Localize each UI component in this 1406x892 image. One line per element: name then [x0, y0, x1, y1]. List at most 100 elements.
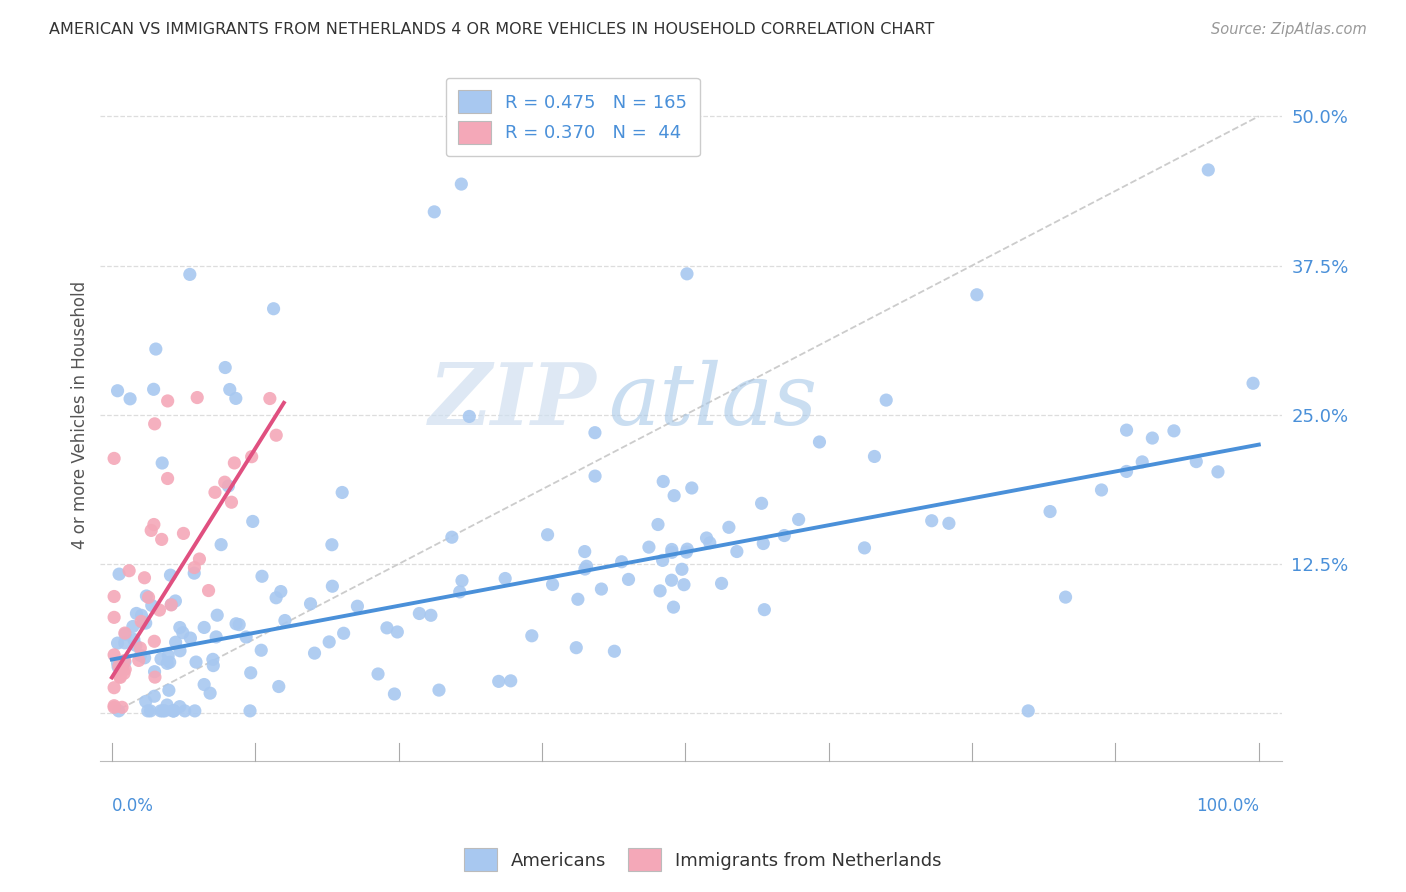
- Point: [651, 553, 673, 567]
- Point: [134, 650, 156, 665]
- Point: [321, 538, 343, 552]
- Point: [129, 615, 152, 629]
- Point: [152, 704, 174, 718]
- Point: [103, 610, 125, 624]
- Point: [103, 451, 125, 466]
- Point: [591, 582, 613, 596]
- Point: [661, 573, 683, 587]
- Point: [661, 542, 683, 557]
- Point: [143, 665, 166, 679]
- Point: [205, 608, 228, 623]
- Point: [114, 626, 136, 640]
- Point: [574, 544, 596, 558]
- Point: [1197, 162, 1219, 177]
- Point: [264, 428, 287, 442]
- Point: [264, 591, 287, 605]
- Point: [427, 683, 450, 698]
- Point: [172, 526, 194, 541]
- Point: [214, 475, 236, 490]
- Point: [135, 616, 157, 631]
- Point: [169, 621, 191, 635]
- Point: [179, 268, 201, 282]
- Point: [150, 456, 173, 470]
- Point: [165, 635, 187, 649]
- Point: [183, 560, 205, 574]
- Point: [966, 287, 988, 301]
- Point: [112, 666, 135, 681]
- Point: [125, 639, 148, 653]
- Point: [129, 641, 152, 656]
- Point: [118, 564, 141, 578]
- Point: [250, 569, 273, 583]
- Point: [184, 655, 207, 669]
- Point: [676, 267, 699, 281]
- Point: [583, 469, 606, 483]
- Point: [153, 704, 176, 718]
- Point: [499, 673, 522, 688]
- Point: [752, 536, 775, 550]
- Point: [157, 683, 180, 698]
- Point: [239, 704, 262, 718]
- Point: [228, 617, 250, 632]
- Point: [520, 629, 543, 643]
- Point: [270, 584, 292, 599]
- Point: [120, 392, 142, 406]
- Point: [1115, 423, 1137, 437]
- Point: [218, 383, 240, 397]
- Legend: Americans, Immigrants from Netherlands: Americans, Immigrants from Netherlands: [457, 841, 949, 879]
- Point: [235, 630, 257, 644]
- Point: [263, 301, 285, 316]
- Point: [143, 690, 166, 704]
- Point: [808, 435, 831, 450]
- Point: [451, 574, 474, 588]
- Point: [143, 670, 166, 684]
- Point: [156, 698, 179, 712]
- Point: [450, 177, 472, 191]
- Point: [129, 648, 152, 663]
- Point: [1054, 590, 1077, 604]
- Text: 100.0%: 100.0%: [1195, 797, 1258, 815]
- Point: [150, 652, 173, 666]
- Point: [143, 417, 166, 431]
- Point: [125, 607, 148, 621]
- Point: [107, 659, 129, 673]
- Point: [387, 624, 409, 639]
- Point: [205, 630, 228, 644]
- Point: [142, 517, 165, 532]
- Point: [321, 579, 343, 593]
- Point: [173, 704, 195, 718]
- Point: [662, 600, 685, 615]
- Point: [156, 471, 179, 485]
- Point: [699, 536, 721, 550]
- Point: [103, 698, 125, 713]
- Point: [419, 608, 441, 623]
- Point: [1241, 376, 1264, 391]
- Point: [209, 538, 232, 552]
- Point: [617, 573, 640, 587]
- Point: [1130, 455, 1153, 469]
- Point: [225, 616, 247, 631]
- Point: [148, 603, 170, 617]
- Point: [157, 648, 180, 663]
- Point: [647, 517, 669, 532]
- Point: [754, 602, 776, 616]
- Point: [676, 542, 699, 557]
- Point: [111, 663, 134, 677]
- Point: [135, 589, 157, 603]
- Point: [330, 485, 353, 500]
- Point: [183, 566, 205, 581]
- Point: [440, 530, 463, 544]
- Point: [141, 599, 163, 613]
- Point: [193, 620, 215, 634]
- Point: [114, 627, 136, 641]
- Point: [458, 409, 481, 424]
- Point: [367, 667, 389, 681]
- Point: [156, 657, 179, 671]
- Point: [318, 635, 340, 649]
- Point: [197, 583, 219, 598]
- Point: [184, 704, 207, 718]
- Point: [662, 489, 685, 503]
- Point: [108, 659, 131, 673]
- Point: [240, 450, 263, 464]
- Point: [875, 393, 897, 408]
